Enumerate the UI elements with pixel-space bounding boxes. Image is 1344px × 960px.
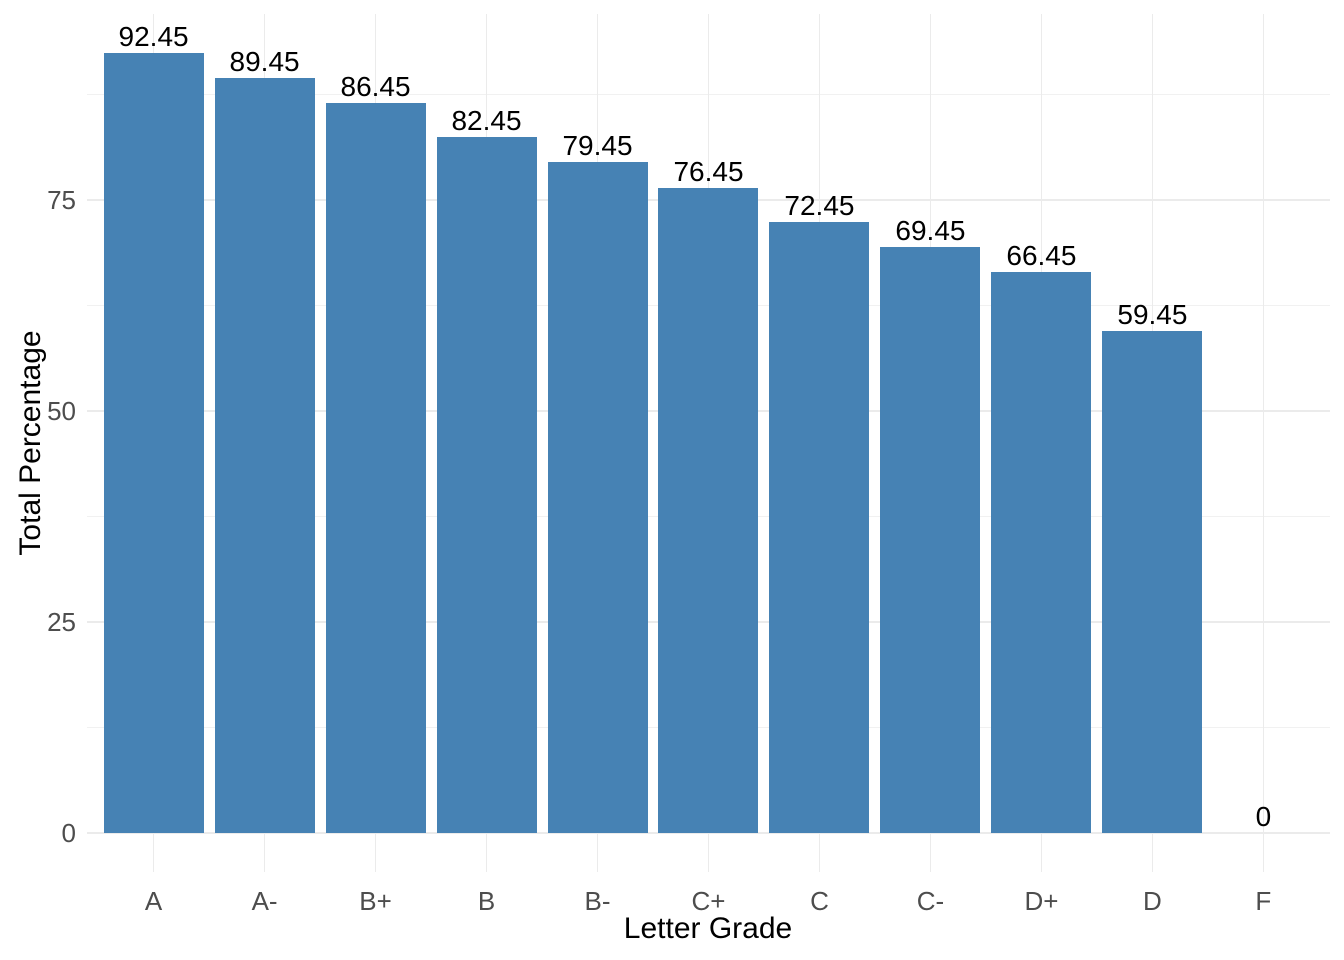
x-tick-label-B+: B+ bbox=[359, 886, 392, 916]
bar-C+ bbox=[658, 187, 759, 833]
x-tick-label-D: D bbox=[1143, 886, 1162, 916]
x-tick-label-C-: C- bbox=[916, 886, 945, 916]
bar-value-label-D+: 66.45 bbox=[1006, 240, 1077, 272]
bar-B bbox=[436, 137, 537, 833]
x-tick-label-B-: B- bbox=[584, 886, 611, 916]
bar-D+ bbox=[991, 272, 1092, 833]
x-tick-label-D+: D+ bbox=[1024, 886, 1059, 916]
bar-A bbox=[103, 52, 204, 833]
x-tick-label-C+: C+ bbox=[691, 886, 726, 916]
y-axis-title: Total Percentage bbox=[14, 330, 47, 556]
bar-value-label-B: 82.45 bbox=[451, 105, 522, 137]
bar-B+ bbox=[325, 103, 426, 833]
plot-panel: 92.45 89.45 86.45 82.45 79.45 76.45 72.45 69.45… bbox=[87, 14, 1330, 872]
bar-A- bbox=[214, 78, 315, 833]
y-tick-label-0: 0 bbox=[61, 818, 76, 848]
bar-D bbox=[1102, 331, 1203, 833]
x-tick-label-B: B bbox=[477, 886, 496, 916]
x-tick-label-C: C bbox=[810, 886, 829, 916]
bar-B- bbox=[547, 162, 648, 833]
bar-value-label-D: 59.45 bbox=[1117, 299, 1188, 331]
y-tick-label-75: 75 bbox=[47, 185, 76, 215]
x-axis-title: Letter Grade bbox=[623, 912, 793, 945]
bar-value-label-B-: 79.45 bbox=[562, 130, 633, 162]
x-tick-label-A-: A- bbox=[251, 886, 278, 916]
y-tick-label-50: 50 bbox=[47, 396, 76, 426]
bar-value-label-B+: 86.45 bbox=[340, 71, 411, 103]
bar-value-label-A: 92.45 bbox=[118, 20, 189, 52]
y-tick-label-25: 25 bbox=[47, 607, 76, 637]
bar-value-label-A-: 89.45 bbox=[229, 46, 300, 78]
bar-value-label-F: 0 bbox=[1255, 801, 1272, 832]
x-tick-label-A: A bbox=[144, 886, 163, 916]
gridline-major-x bbox=[1262, 14, 1265, 872]
bar-C- bbox=[880, 246, 981, 833]
bar-value-label-C+: 76.45 bbox=[673, 155, 744, 187]
x-tick-label-F: F bbox=[1255, 886, 1272, 916]
bar-C bbox=[769, 221, 870, 833]
bar-value-label-C-: 69.45 bbox=[895, 214, 966, 246]
bar-value-label-C: 72.45 bbox=[784, 189, 855, 221]
